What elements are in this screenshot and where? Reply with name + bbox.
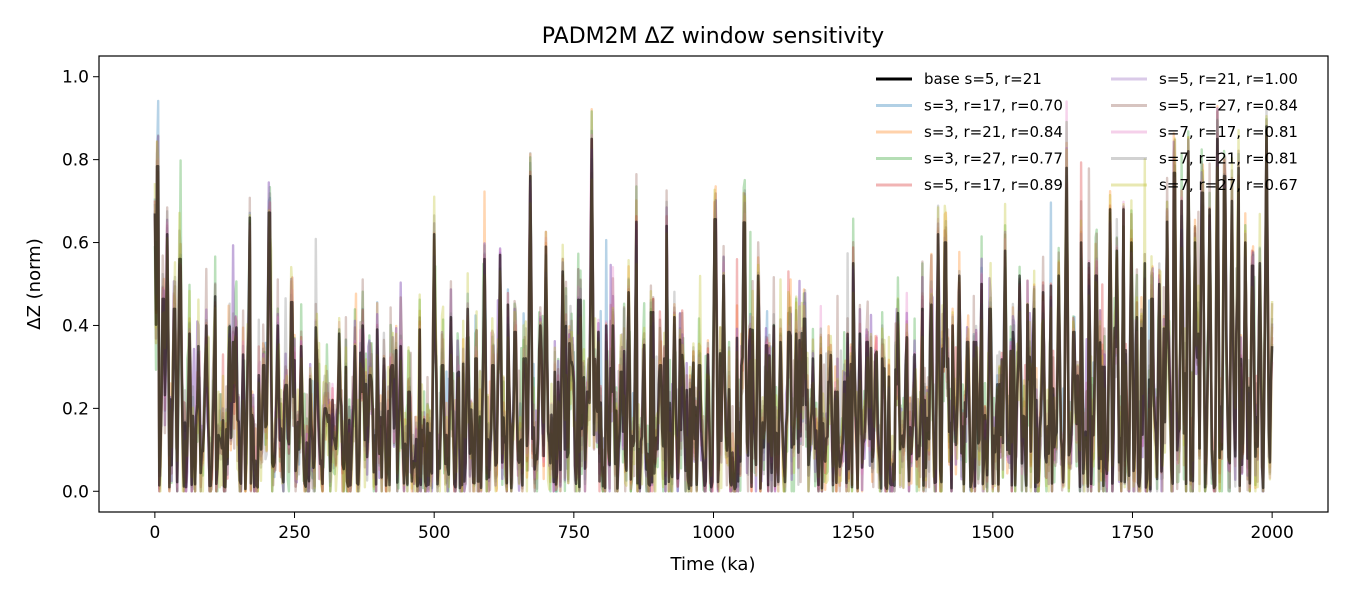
x-tick-label: 1750 <box>1111 523 1154 543</box>
y-tick-label: 0.0 <box>62 482 89 502</box>
y-tick-label: 0.4 <box>62 316 89 336</box>
x-tick-label: 500 <box>418 523 450 543</box>
y-axis-label: ΔZ (norm) <box>24 238 45 329</box>
plot-area <box>98 55 1329 513</box>
x-tick-label: 2000 <box>1251 523 1294 543</box>
y-tick-label: 0.8 <box>62 151 89 171</box>
x-tick-label: 0 <box>149 523 160 543</box>
x-tick-label: 250 <box>278 523 310 543</box>
y-tick-label: 1.0 <box>62 68 89 88</box>
legend: base s=5, r=21 s=3, r=17, r=0.70 s=3, r=21… <box>876 70 1298 194</box>
legend-label: s=5, r=27, r=0.84 <box>1159 97 1298 115</box>
series-layer <box>153 99 1274 493</box>
legend-label: s=7, r=21, r=0.81 <box>1159 150 1298 168</box>
series-line-base <box>153 125 1274 491</box>
x-tick-label: 1000 <box>692 523 735 543</box>
legend-label: s=3, r=27, r=0.77 <box>924 150 1063 168</box>
legend-label: s=3, r=21, r=0.84 <box>924 123 1063 141</box>
x-tick-label: 750 <box>558 523 590 543</box>
legend-label: s=7, r=17, r=0.81 <box>1159 123 1298 141</box>
y-axis: 0.0 0.2 0.4 0.6 0.8 1.0 <box>62 68 99 502</box>
legend-label: s=5, r=21, r=1.00 <box>1159 70 1298 88</box>
x-axis: 0 250 500 750 1000 1250 1500 1750 2000 <box>149 512 1294 543</box>
legend-label: s=7, r=27, r=0.67 <box>1159 176 1298 194</box>
x-axis-label: Time (ka) <box>670 554 756 575</box>
chart-title: PADM2M ΔZ window sensitivity <box>542 24 884 49</box>
y-tick-label: 0.2 <box>62 399 89 419</box>
x-tick-label: 1250 <box>832 523 875 543</box>
legend-label: s=5, r=17, r=0.89 <box>924 176 1063 194</box>
legend-label: base s=5, r=21 <box>924 70 1042 88</box>
legend-label: s=3, r=17, r=0.70 <box>924 97 1063 115</box>
y-tick-label: 0.6 <box>62 234 89 254</box>
x-tick-label: 1500 <box>971 523 1014 543</box>
